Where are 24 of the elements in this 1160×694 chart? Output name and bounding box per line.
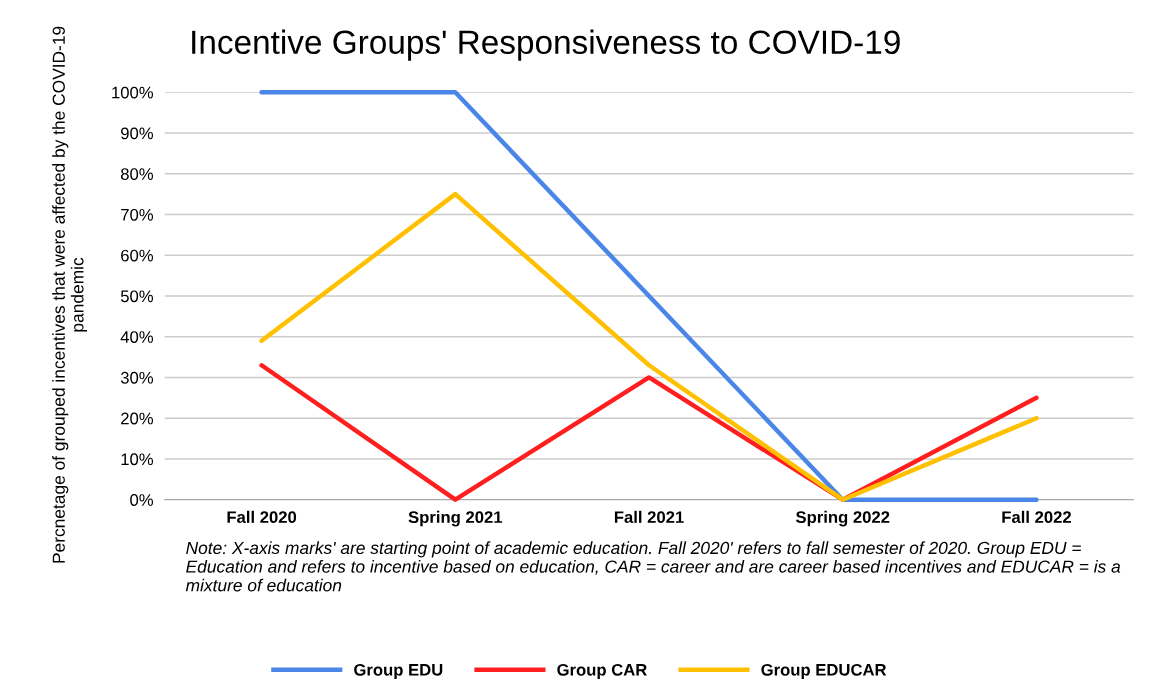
line-series [259,363,1039,502]
x-tick-label: Fall 2020 [227,510,297,524]
y-tick-label: 0% [130,494,154,506]
legend-label: Group EDU [354,663,443,679]
y-tick-label: 70% [121,208,154,221]
y-axis-title: Percnetage of grouped incentives that were affected by the COVID-19 pandemic [52,26,88,563]
y-tick-label: 80% [120,168,154,180]
x-tick-label: Fall 2021 [614,510,684,524]
y-tick-label: 60% [121,249,154,262]
chart-title: Incentive Groups' Responsiveness to COVID-19 [192,29,900,61]
x-tick-label: Spring 2022 [795,510,890,527]
y-tick-label: 50% [120,290,154,303]
y-tick-label: 40% [120,331,154,343]
y-tick-label: 100% [112,86,154,99]
y-tick-label: 90% [121,127,154,140]
line-series [259,191,1039,502]
y-tick-label: 20% [121,412,154,425]
y-tick-label: 10% [121,453,154,466]
legend-label: Group CAR [557,663,647,679]
x-tick-label: Fall 2022 [1002,510,1071,524]
x-tick-label: Spring 2021 [408,510,503,527]
y-tick-label: 30% [120,371,154,384]
legend-label: Group EDUCAR [761,663,887,679]
text: Note: X-axis marks' are starting point of academic education. Fall 2020' refers to fall semester of 2020. Group EDU = Education and refers to incentive based on education, CAR = career and are career based incentives and EDUCAR = is a mixture of education [185,541,1121,592]
